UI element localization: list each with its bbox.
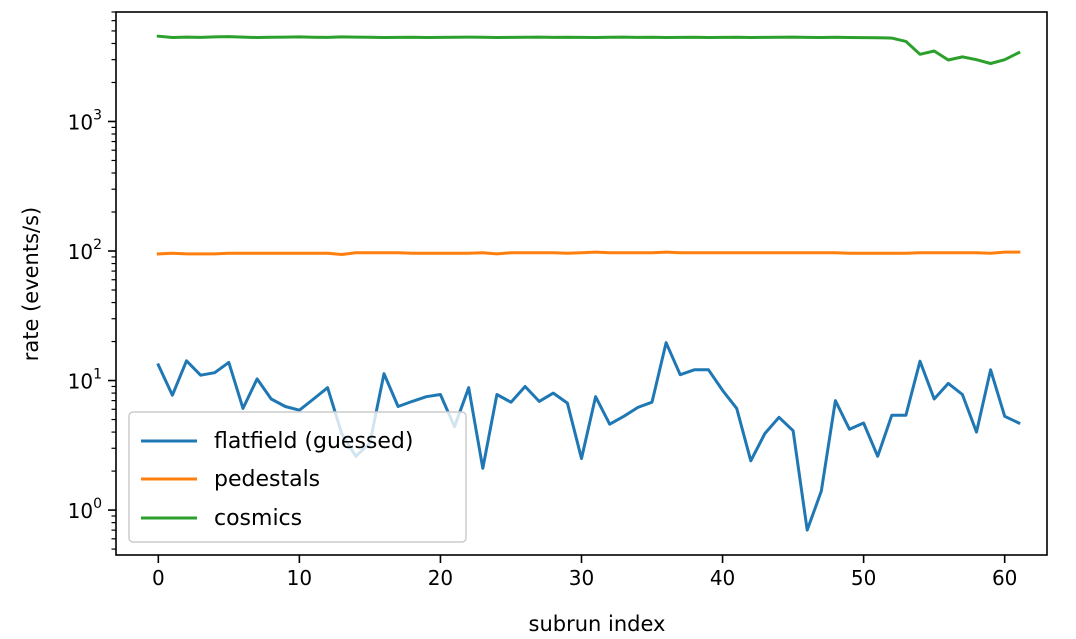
series-line-0 <box>156 341 1021 532</box>
y-tick-label: 103 <box>68 107 102 134</box>
x-axis-label: subrun index <box>529 612 666 636</box>
legend-label-flatfield: flatfield (guessed) <box>214 429 413 454</box>
x-tick-label: 30 <box>569 566 594 590</box>
y-tick-label: 100 <box>68 496 102 523</box>
y-tick-label: 102 <box>68 237 102 264</box>
y-tick-label: 101 <box>68 367 102 394</box>
x-tick-label: 10 <box>287 566 312 590</box>
series-layer <box>156 34 1021 532</box>
legend-label-cosmics: cosmics <box>214 506 302 531</box>
series-line-1 <box>156 250 1021 256</box>
series-line-2 <box>156 34 1021 65</box>
x-tick-label: 50 <box>851 566 876 590</box>
x-tick-label: 0 <box>152 566 165 590</box>
x-tick-label: 20 <box>428 566 453 590</box>
x-tick-label: 60 <box>992 566 1017 590</box>
legend: flatfield (guessed) pedestals cosmics <box>128 411 467 543</box>
legend-label-pedestals: pedestals <box>214 467 320 492</box>
y-axis-label: rate (events/s) <box>19 207 43 362</box>
legend-box <box>128 411 467 543</box>
x-tick-label: 40 <box>710 566 735 590</box>
tick-layer: 0 10 20 30 40 50 60 100 101 102 103 <box>68 11 1017 590</box>
